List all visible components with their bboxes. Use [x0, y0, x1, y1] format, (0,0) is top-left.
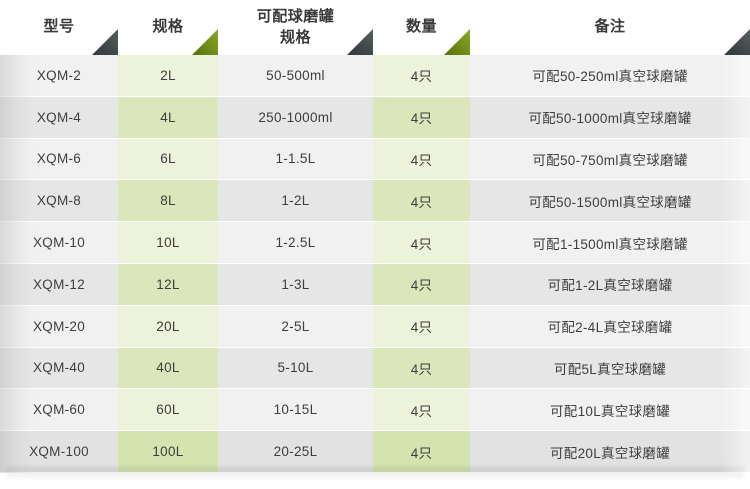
cell-qty: 4只 [373, 431, 470, 473]
cell-model: XQM-2 [0, 55, 118, 97]
cell-jar: 20-25L [218, 431, 373, 473]
cell-qty: 4只 [373, 263, 470, 306]
column-header-jar: 可配球磨罐 规格 [218, 0, 373, 55]
cell-jar: 2-5L [218, 305, 373, 348]
cell-spec: 12L [118, 263, 218, 306]
corner-triangle-green-icon [192, 29, 218, 55]
table-row: XQM-100 100L 20-25L 4只 可配20L真空球磨罐 [0, 431, 750, 473]
cell-spec: 60L [118, 389, 218, 432]
cell-spec: 6L [118, 138, 218, 181]
table-row: XQM-20 20L 2-5L 4只 可配2-4L真空球磨罐 [0, 305, 750, 348]
cell-qty: 4只 [373, 389, 470, 432]
cell-model: XQM-8 [0, 180, 118, 223]
column-header-spec-label: 规格 [152, 18, 184, 36]
cell-qty: 4只 [373, 347, 470, 390]
cell-qty: 4只 [373, 222, 470, 264]
cell-model: XQM-12 [0, 263, 118, 306]
cell-qty: 4只 [373, 180, 470, 223]
column-header-model: 型号 [0, 0, 118, 55]
column-header-spec: 规格 [118, 0, 218, 55]
table-row: XQM-4 4L 250-1000ml 4只 可配50-1000ml真空球磨罐 [0, 96, 750, 139]
cell-model: XQM-100 [0, 431, 118, 473]
cell-model: XQM-20 [0, 305, 118, 348]
table-row: XQM-2 2L 50-500ml 4只 可配50-250ml真空球磨罐 [0, 55, 750, 97]
cell-qty: 4只 [373, 55, 470, 97]
cell-remark: 可配50-750ml真空球磨罐 [470, 138, 750, 181]
cell-remark: 可配50-1500ml真空球磨罐 [470, 180, 750, 223]
cell-qty: 4只 [373, 305, 470, 348]
table-row: XQM-60 60L 10-15L 4只 可配10L真空球磨罐 [0, 389, 750, 432]
cell-jar: 10-15L [218, 389, 373, 432]
cell-jar: 50-500ml [218, 55, 373, 97]
corner-triangle-dark-icon [92, 29, 118, 55]
cell-jar: 1-1.5L [218, 138, 373, 181]
column-header-remark: 备注 [470, 0, 750, 55]
cell-remark: 可配5L真空球磨罐 [470, 347, 750, 390]
corner-triangle-dark-icon [724, 29, 750, 55]
table-header-row: 型号 规格 可配球磨罐 规格 数量 备注 [0, 0, 750, 55]
cell-spec: 20L [118, 305, 218, 348]
corner-triangle-green-icon [444, 29, 470, 55]
cell-jar: 1-2.5L [218, 222, 373, 264]
cell-jar: 1-3L [218, 263, 373, 306]
table-row: XQM-6 6L 1-1.5L 4只 可配50-750ml真空球磨罐 [0, 138, 750, 181]
cell-jar: 250-1000ml [218, 96, 373, 139]
cell-model: XQM-60 [0, 389, 118, 432]
column-header-jar-line1: 可配球磨罐 [256, 8, 335, 26]
cell-remark: 可配1-1500ml真空球磨罐 [470, 222, 750, 264]
cell-spec: 8L [118, 180, 218, 223]
cell-remark: 可配10L真空球磨罐 [470, 389, 750, 432]
cell-qty: 4只 [373, 96, 470, 139]
cell-model: XQM-6 [0, 138, 118, 181]
cell-remark: 可配50-250ml真空球磨罐 [470, 55, 750, 97]
cell-model: XQM-10 [0, 222, 118, 264]
cell-remark: 可配50-1000ml真空球磨罐 [470, 96, 750, 139]
table-row: XQM-10 10L 1-2.5L 4只 可配1-1500ml真空球磨罐 [0, 222, 750, 264]
cell-qty: 4只 [373, 138, 470, 181]
cell-spec: 10L [118, 222, 218, 264]
column-header-qty-label: 数量 [405, 18, 437, 36]
cell-spec: 4L [118, 96, 218, 139]
corner-triangle-dark-icon [347, 29, 373, 55]
table-row: XQM-12 12L 1-3L 4只 可配1-2L真空球磨罐 [0, 263, 750, 306]
cell-jar: 5-10L [218, 347, 373, 390]
cell-model: XQM-40 [0, 347, 118, 390]
cell-spec: 40L [118, 347, 218, 390]
cell-jar: 1-2L [218, 180, 373, 223]
cell-remark: 可配20L真空球磨罐 [470, 431, 750, 473]
cell-remark: 可配1-2L真空球磨罐 [470, 263, 750, 306]
column-header-remark-label: 备注 [594, 18, 626, 36]
column-header-model-label: 型号 [43, 18, 75, 36]
table-row: XQM-8 8L 1-2L 4只 可配50-1500ml真空球磨罐 [0, 180, 750, 223]
cell-spec: 2L [118, 55, 218, 97]
cell-spec: 100L [118, 431, 218, 473]
table-body: XQM-2 2L 50-500ml 4只 可配50-250ml真空球磨罐 XQM-4 4L 2… [0, 55, 750, 473]
column-header-jar-label: 可配球磨罐 规格 [257, 7, 335, 48]
column-header-jar-line2: 规格 [279, 28, 311, 46]
cell-model: XQM-4 [0, 96, 118, 139]
table-row: XQM-40 40L 5-10L 4只 可配5L真空球磨罐 [0, 347, 750, 390]
column-header-qty: 数量 [373, 0, 470, 55]
cell-remark: 可配2-4L真空球磨罐 [470, 305, 750, 348]
